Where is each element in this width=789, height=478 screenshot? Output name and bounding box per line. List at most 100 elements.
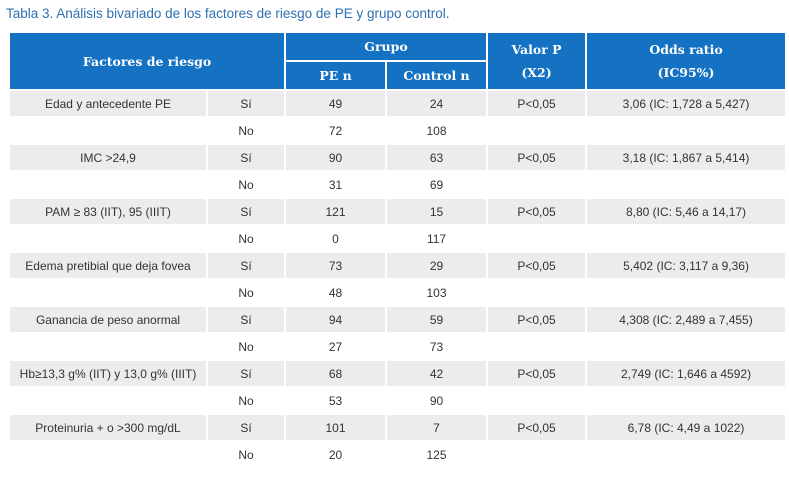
header-pe-n: PE n [286, 62, 386, 89]
cell-factor [10, 442, 206, 467]
cell-p [488, 442, 586, 467]
cell-pe: 48 [286, 280, 386, 305]
table-body: Edad y antecedente PE Sí 49 24 P<0,05 3,06 (I… [10, 91, 786, 467]
table-row: IMC >24,9 Sí 90 63 P<0,05 3,18 (IC: 1,867 a 5… [10, 145, 786, 170]
cell-odds [587, 172, 786, 197]
cell-answer: Sí [208, 91, 285, 116]
cell-control: 42 [387, 361, 487, 386]
risk-factors-table: Factores de riesgo Grupo Valor P (X2) Od… [8, 31, 787, 469]
cell-answer: No [208, 172, 285, 197]
header-valor-p-line1: Valor P [511, 42, 562, 57]
cell-control: 103 [387, 280, 487, 305]
table-row: No 48 103 [10, 280, 786, 305]
cell-pe: 121 [286, 199, 386, 224]
cell-factor [10, 334, 206, 359]
cell-pe: 101 [286, 415, 386, 440]
cell-factor: Edema pretibial que deja fovea [10, 253, 206, 278]
cell-factor [10, 280, 206, 305]
table-row: No 27 73 [10, 334, 786, 359]
cell-factor [10, 118, 206, 143]
cell-answer: No [208, 226, 285, 251]
cell-p: P<0,05 [488, 253, 586, 278]
cell-pe: 94 [286, 307, 386, 332]
table-row: No 53 90 [10, 388, 786, 413]
cell-odds: 2,749 (IC: 1,646 a 4592) [587, 361, 786, 386]
cell-control: 117 [387, 226, 487, 251]
cell-factor: Hb≥13,3 g% (IIT) y 13,0 g% (IIIT) [10, 361, 206, 386]
table-row: PAM ≥ 83 (IIT), 95 (IIIT) Sí 121 15 P<0,05 8,… [10, 199, 786, 224]
cell-pe: 49 [286, 91, 386, 116]
cell-odds [587, 280, 786, 305]
cell-answer: No [208, 388, 285, 413]
table-row: Edad y antecedente PE Sí 49 24 P<0,05 3,06 (I… [10, 91, 786, 116]
cell-control: 73 [387, 334, 487, 359]
table-row: Hb≥13,3 g% (IIT) y 13,0 g% (IIIT) Sí 68 42 P… [10, 361, 786, 386]
cell-p [488, 388, 586, 413]
cell-p: P<0,05 [488, 361, 586, 386]
cell-control: 24 [387, 91, 487, 116]
cell-odds: 6,78 (IC: 4,49 a 1022) [587, 415, 786, 440]
cell-control: 90 [387, 388, 487, 413]
table-row: No 0 117 [10, 226, 786, 251]
cell-control: 63 [387, 145, 487, 170]
table-row: Ganancia de peso anormal Sí 94 59 P<0,05 4,30… [10, 307, 786, 332]
cell-control: 69 [387, 172, 487, 197]
cell-p [488, 172, 586, 197]
cell-factor [10, 388, 206, 413]
header-control-n: Control n [387, 62, 487, 89]
cell-p: P<0,05 [488, 307, 586, 332]
cell-answer: No [208, 280, 285, 305]
cell-answer: Sí [208, 415, 285, 440]
cell-pe: 72 [286, 118, 386, 143]
cell-p: P<0,05 [488, 145, 586, 170]
cell-pe: 73 [286, 253, 386, 278]
table-row: No 31 69 [10, 172, 786, 197]
cell-control: 15 [387, 199, 487, 224]
cell-control: 108 [387, 118, 487, 143]
cell-answer: Sí [208, 253, 285, 278]
cell-factor: Proteinuria + o >300 mg/dL [10, 415, 206, 440]
cell-factor: Ganancia de peso anormal [10, 307, 206, 332]
cell-factor: Edad y antecedente PE [10, 91, 206, 116]
header-grupo: Grupo [286, 33, 487, 60]
table-row: No 72 108 [10, 118, 786, 143]
header-odds-ratio: Odds ratio (IC95%) [587, 33, 786, 89]
header-factores: Factores de riesgo [10, 33, 285, 89]
cell-pe: 27 [286, 334, 386, 359]
cell-answer: Sí [208, 361, 285, 386]
cell-control: 29 [387, 253, 487, 278]
header-odds-line2: (IC95%) [657, 65, 715, 80]
cell-odds: 3,18 (IC: 1,867 a 5,414) [587, 145, 786, 170]
cell-answer: No [208, 442, 285, 467]
cell-odds [587, 118, 786, 143]
cell-odds: 8,80 (IC: 5,46 a 14,17) [587, 199, 786, 224]
cell-odds: 5,402 (IC: 3,117 a 9,36) [587, 253, 786, 278]
cell-answer: Sí [208, 307, 285, 332]
cell-p: P<0,05 [488, 415, 586, 440]
cell-pe: 53 [286, 388, 386, 413]
cell-p: P<0,05 [488, 91, 586, 116]
header-valor-p: Valor P (X2) [488, 33, 586, 89]
cell-factor [10, 172, 206, 197]
table-row: Edema pretibial que deja fovea Sí 73 29 P<0,… [10, 253, 786, 278]
cell-pe: 31 [286, 172, 386, 197]
table-caption: Tabla 3. Análisis bivariado de los facto… [6, 6, 450, 21]
cell-answer: No [208, 334, 285, 359]
cell-answer: Sí [208, 145, 285, 170]
cell-p: P<0,05 [488, 199, 586, 224]
cell-control: 125 [387, 442, 487, 467]
cell-control: 7 [387, 415, 487, 440]
cell-p [488, 226, 586, 251]
table-row: No 20 125 [10, 442, 786, 467]
cell-answer: Sí [208, 199, 285, 224]
cell-control: 59 [387, 307, 487, 332]
cell-p [488, 118, 586, 143]
cell-odds [587, 226, 786, 251]
cell-pe: 20 [286, 442, 386, 467]
cell-answer: No [208, 118, 285, 143]
cell-p [488, 334, 586, 359]
table-row: Proteinuria + o >300 mg/dL Sí 101 7 P<0,05 6,… [10, 415, 786, 440]
cell-odds: 3,06 (IC: 1,728 a 5,427) [587, 91, 786, 116]
cell-p [488, 280, 586, 305]
cell-factor: PAM ≥ 83 (IIT), 95 (IIIT) [10, 199, 206, 224]
